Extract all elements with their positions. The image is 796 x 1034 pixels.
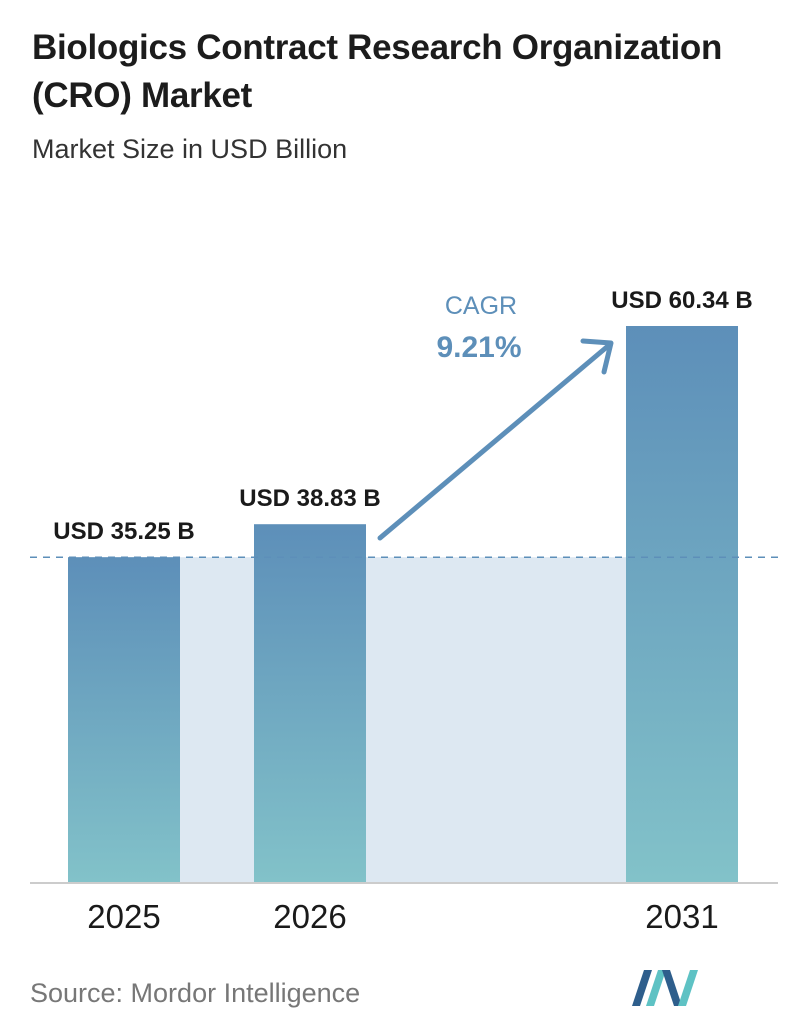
cagr-label: CAGR	[445, 292, 517, 320]
bar-2026	[254, 524, 366, 882]
chart-subtitle: Market Size in USD Billion	[32, 134, 348, 164]
mordor-intelligence-logo-icon	[632, 970, 698, 1006]
bar-chart: USD 35.25 B 2025 USD 38.83 B 2026 USD 60.34 …	[30, 287, 780, 935]
chart-title: Biologics Contract Research Organization…	[32, 28, 723, 115]
data-label-2025: USD 35.25 B	[53, 518, 194, 545]
x-tick-label-2026: 2026	[273, 898, 346, 935]
logo-stroke-3	[662, 970, 682, 1006]
cagr-value: 9.21%	[436, 331, 521, 364]
cagr-annotation: CAGR 9.21%	[377, 292, 614, 541]
x-tick-label-2025: 2025	[87, 898, 160, 935]
logo-stroke-2	[646, 970, 666, 1006]
x-tick-label-2031: 2031	[645, 898, 718, 935]
bar-2025	[68, 557, 180, 882]
bar-2031	[626, 326, 738, 882]
logo-stroke-1	[632, 970, 652, 1006]
cagr-arrow-head-icon	[580, 338, 614, 375]
cagr-arrow-icon	[377, 343, 611, 541]
logo-stroke-4	[678, 970, 698, 1006]
data-label-2026: USD 38.83 B	[239, 485, 380, 512]
data-label-2031: USD 60.34 B	[611, 287, 752, 314]
source-text: Source: Mordor Intelligence	[30, 978, 361, 1008]
